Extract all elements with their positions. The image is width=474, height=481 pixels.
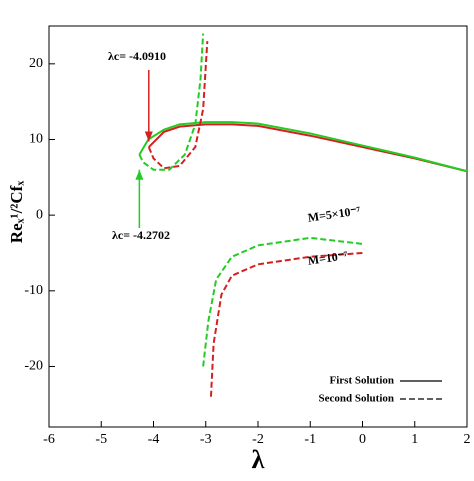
y-tick-label: 20 (29, 56, 43, 71)
curve (138, 121, 468, 173)
y-tick-label: 0 (36, 207, 43, 222)
x-tick-label: 2 (464, 432, 471, 447)
arrow-head (135, 169, 144, 180)
y-tick-label: 10 (29, 132, 43, 147)
x-tick-label: -5 (95, 432, 107, 447)
annotation: M=10⁻⁷ (307, 248, 349, 267)
plot-frame (48, 25, 468, 428)
x-tick-label: -3 (200, 432, 212, 447)
annotation: λc= -4.0910 (108, 49, 166, 63)
x-tick-label: -6 (43, 432, 55, 447)
x-axis-label: λ (252, 445, 265, 474)
x-tick-label: 0 (359, 432, 366, 447)
annotation: λc= -4.2702 (112, 228, 170, 242)
y-tick-label: -10 (24, 283, 43, 298)
x-tick-label: -4 (148, 432, 160, 447)
curve (147, 41, 363, 397)
annotation: M=5×10⁻⁷ (307, 203, 362, 224)
x-tick-label: -1 (304, 432, 316, 447)
y-tick-label: -20 (24, 359, 43, 374)
y-axis-label: Reₓ¹/²Cfₓ (7, 181, 26, 244)
curve (148, 123, 468, 173)
curve (138, 33, 363, 367)
x-tick-label: 1 (411, 432, 418, 447)
legend-label: Second Solution (319, 393, 395, 405)
x-tick-label: -2 (252, 432, 264, 447)
arrow-head (144, 131, 153, 142)
legend-label: First Solution (330, 375, 394, 387)
